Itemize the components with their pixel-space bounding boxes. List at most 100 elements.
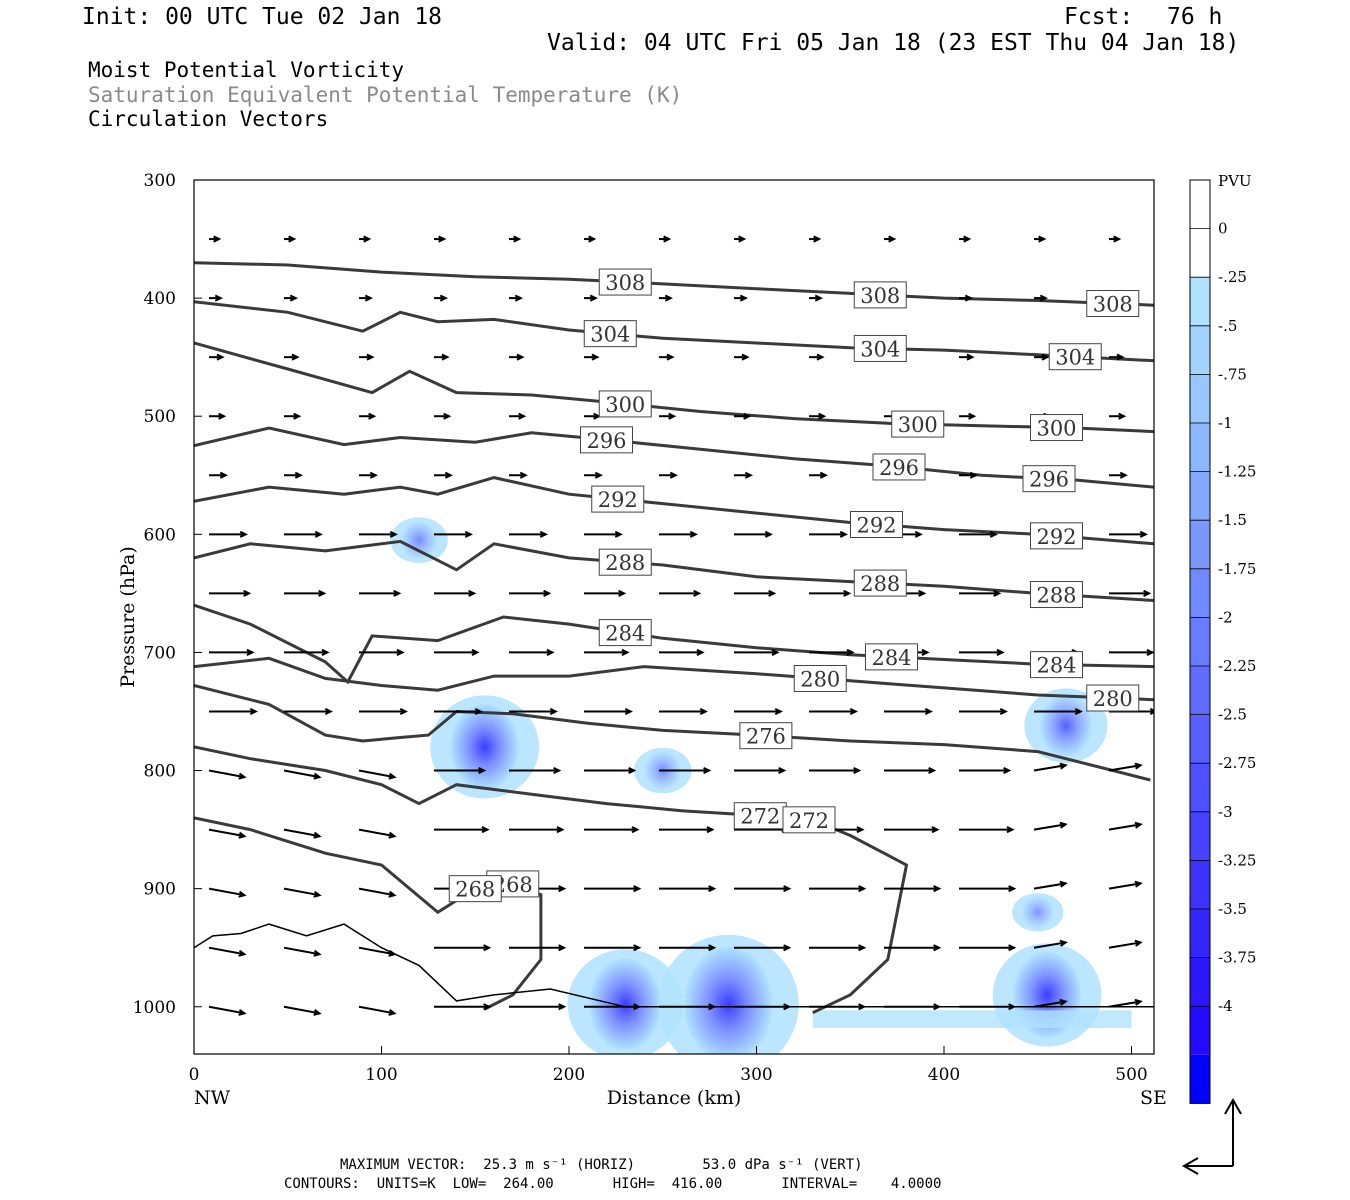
vector-arrowhead	[618, 589, 627, 597]
contour-label-box	[1022, 465, 1076, 493]
vector-arrowhead	[1008, 944, 1017, 952]
vector-arrowhead	[439, 294, 448, 302]
vector-arrowhead	[321, 648, 330, 656]
vector-arrowhead	[614, 530, 623, 538]
vector-arrowhead	[928, 767, 937, 775]
terrain-line	[194, 923, 1154, 1008]
vector-arrowhead	[703, 767, 712, 775]
vector-arrowhead	[628, 767, 637, 775]
vector-arrowhead	[818, 412, 827, 420]
max-vector-note: MAXIMUM VECTOR: 25.3 m s⁻¹ (HORIZ) 53.0 …	[340, 1157, 863, 1173]
vector-arrowhead	[839, 530, 848, 538]
vector-arrowhead	[1146, 648, 1154, 656]
vector-arrowhead	[1119, 471, 1128, 479]
vector-arrowhead	[216, 353, 225, 361]
vector-arrowhead	[931, 826, 940, 834]
vector-arrow	[1033, 882, 1066, 890]
colorbar-label: -3.75	[1218, 949, 1256, 967]
vector-arrowhead	[1134, 998, 1143, 1006]
contour-label-292: 292	[598, 488, 638, 512]
vector-arrow	[1108, 1000, 1141, 1008]
vector-arrowhead	[293, 412, 302, 420]
vector-arrowhead	[933, 885, 942, 893]
colorbar-label: -2.75	[1218, 754, 1256, 772]
vector-arrowhead	[1008, 885, 1017, 893]
contour-300	[194, 341, 1154, 434]
x-right-end-label: SE	[1140, 1087, 1167, 1109]
vector-arrowhead	[624, 707, 633, 715]
contour-label-box	[891, 410, 945, 438]
vector-arrowhead	[438, 235, 447, 243]
y-tick-label: 700	[144, 643, 176, 663]
theta-es-contours	[194, 261, 1154, 1015]
contour-label-box	[598, 619, 652, 647]
contour-label-288: 288	[1036, 584, 1076, 608]
vector-arrowhead	[778, 767, 787, 775]
vector-arrowhead	[478, 767, 487, 775]
vector-arrowhead	[1118, 412, 1127, 420]
vector-arrowhead	[708, 944, 717, 952]
vector-arrow	[358, 946, 395, 956]
vector-arrowhead	[989, 530, 998, 538]
colorbar-segment	[1190, 1006, 1210, 1055]
y-tick-label: 800	[144, 762, 176, 782]
contour-label-304: 304	[860, 337, 900, 361]
contour-label-box	[853, 334, 907, 362]
vector-arrowhead	[813, 235, 822, 243]
colorbar-label: -2.5	[1218, 706, 1247, 724]
vector-arrowhead	[238, 1008, 247, 1016]
axes: 300 400 500 600 700 800 900 1000 0 100 200 300 400 50…	[117, 171, 1167, 1109]
vector-arrowhead	[666, 353, 675, 361]
colorbar-label: -1.5	[1218, 511, 1247, 529]
y-tick-label: 900	[144, 880, 176, 900]
contour-label-box	[1030, 414, 1083, 442]
vector-arrowhead	[558, 944, 567, 952]
contour-284	[194, 603, 1154, 685]
vector-arrowhead	[363, 235, 372, 243]
mpv-region-core	[684, 946, 773, 1054]
vector-arrowhead	[366, 353, 375, 361]
vector-arrowhead	[696, 648, 705, 656]
contour-label-box	[850, 510, 903, 538]
vector-arrowhead	[238, 949, 247, 957]
vector-arrowhead	[324, 707, 333, 715]
vector-arrowhead	[288, 235, 297, 243]
title-mpv: Moist Potential Vorticity	[88, 58, 405, 82]
forecast-hour: 76 h	[1167, 4, 1223, 30]
vector-arrowhead	[516, 353, 525, 361]
vector-arrowhead	[219, 471, 228, 479]
contour-label-292: 292	[856, 513, 896, 537]
vector-arrow	[1033, 1000, 1066, 1008]
colorbar-label: -1	[1218, 414, 1233, 432]
contour-label-box	[793, 665, 847, 693]
contour-268	[194, 816, 543, 1011]
vector-arrowhead	[213, 235, 222, 243]
vector-arrowhead	[1008, 1003, 1017, 1011]
vector-arrowhead	[388, 831, 397, 839]
vector-arrowhead	[663, 235, 672, 243]
vector-arrowhead	[589, 294, 598, 302]
vector-arrowhead	[483, 944, 492, 952]
vector-arrowhead	[539, 530, 548, 538]
vector-arrowhead	[1059, 880, 1068, 888]
vector-arrowhead	[543, 589, 552, 597]
contour-label-box	[1048, 343, 1102, 371]
vector-arrowhead	[1143, 589, 1152, 597]
y-tick-label: 500	[144, 407, 176, 427]
x-tick-label: 400	[928, 1065, 960, 1085]
vector-arrow	[1033, 823, 1066, 831]
vector-arrowhead	[1074, 707, 1083, 715]
vector-arrowhead	[921, 648, 930, 656]
contour-label-box	[853, 569, 907, 597]
contour-304	[194, 300, 1154, 363]
vector-arrowhead	[483, 1003, 492, 1011]
vector-arrowhead	[249, 707, 258, 715]
vector-arrow	[283, 887, 320, 897]
vector-arrowhead	[708, 1003, 717, 1011]
contour-label-280: 280	[1093, 687, 1133, 711]
vector-arrowhead	[238, 890, 247, 898]
mpv-region-core	[1039, 694, 1092, 757]
init-time: Init: 00 UTC Tue 02 Jan 18	[82, 4, 443, 30]
vector-arrowhead	[313, 772, 322, 780]
